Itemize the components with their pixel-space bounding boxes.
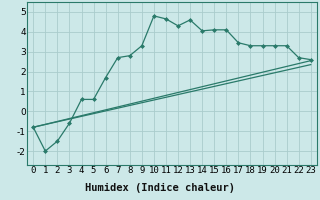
Text: Humidex (Indice chaleur): Humidex (Indice chaleur) xyxy=(85,183,235,193)
